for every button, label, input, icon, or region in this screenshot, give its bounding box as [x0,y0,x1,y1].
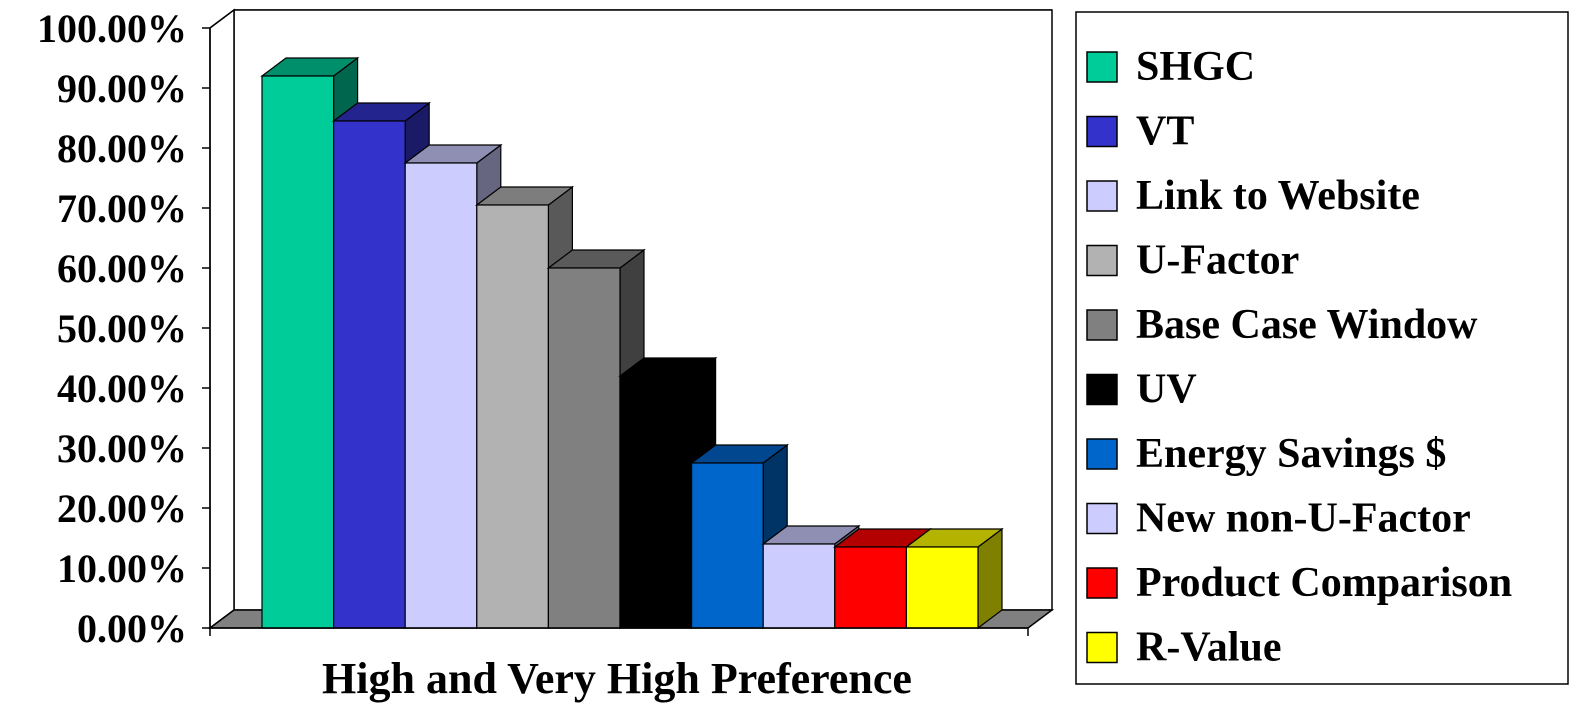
bar-front [476,204,549,629]
bar-front [333,120,406,629]
y-tick-label: 70.00% [57,186,187,231]
legend-item: Link to Website [1086,173,1420,219]
side-wall [209,8,235,630]
bar-front [690,462,764,629]
bar-front [619,375,693,629]
bar-front [905,546,979,629]
legend-swatch [1086,180,1118,212]
legend-label: UV [1136,367,1197,413]
legend-swatch [1086,502,1118,535]
legend-swatch [1086,244,1118,277]
legend-swatch [1086,51,1118,83]
legend: SHGC VT Link to Website U-Factor Base Case W… [1075,11,1569,685]
legend-swatch [1086,631,1118,664]
legend-swatch [1086,373,1118,406]
legend-item: U-Factor [1086,238,1299,284]
bars [260,56,1004,630]
y-tick-label: 80.00% [57,126,187,171]
y-tick-label: 90.00% [57,66,187,111]
legend-item: Energy Savings $ [1086,431,1446,477]
legend-item: SHGC [1086,44,1255,90]
bar-front [834,546,907,629]
legend-swatch [1086,438,1118,470]
bar-front [547,267,621,629]
bar-front [762,543,836,629]
legend-item: Base Case Window [1086,302,1478,348]
legend-label: R-Value [1136,625,1281,671]
y-tick-label: 40.00% [57,366,187,411]
y-tick-label: 10.00% [57,546,187,591]
x-axis-label: High and Very High Preference [322,654,912,703]
y-tick-label: 20.00% [57,486,187,531]
legend-label: Base Case Window [1136,302,1478,348]
legend-label: VT [1136,109,1194,155]
y-tick-label: 50.00% [57,306,187,351]
legend-swatch [1086,115,1118,148]
legend-item: Product Comparison [1086,560,1512,606]
y-tick-label: 100.00% [37,6,187,51]
legend-label: Energy Savings $ [1136,431,1446,477]
bar-front [261,75,335,629]
y-tick-label: 0.00% [77,606,187,651]
legend-label: New non-U-Factor [1136,496,1471,542]
legend-item: UV [1086,367,1197,413]
y-tick-label: 30.00% [57,426,187,471]
legend-swatch [1086,309,1118,341]
legend-box [1075,11,1569,685]
legend-label: Product Comparison [1136,560,1512,606]
bar-front [404,162,478,629]
legend-swatch [1086,567,1118,599]
legend-label: SHGC [1136,44,1255,90]
bar-r-value [904,527,1004,630]
y-tick-label: 60.00% [57,246,187,291]
y-axis: 0.00% 10.00% 20.00% 30.00% 40.00% 50.00% 60.00… [37,6,1029,651]
legend-label: Link to Website [1136,173,1420,219]
legend-label: U-Factor [1136,238,1299,284]
legend-item: R-Value [1086,625,1281,671]
legend-item: VT [1086,109,1194,155]
legend-item: New non-U-Factor [1086,496,1471,542]
